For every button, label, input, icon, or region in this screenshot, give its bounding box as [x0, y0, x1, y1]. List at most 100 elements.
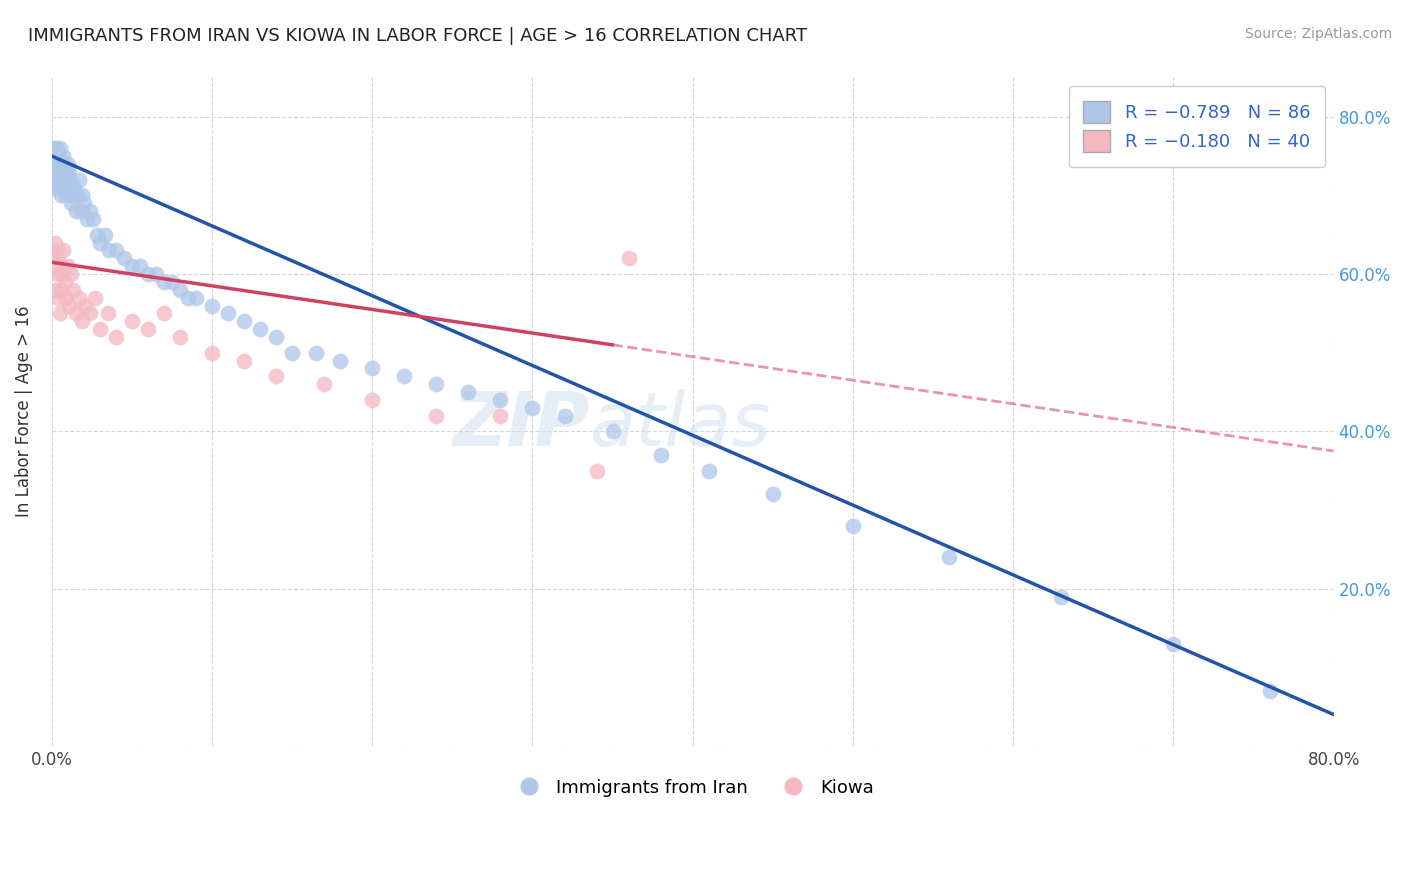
Point: [145, 267, 167, 281]
Point: [84, 291, 107, 305]
Point: [52, 180, 75, 194]
Point: [62, 188, 84, 202]
Point: [70, 314, 93, 328]
Point: [51, 188, 73, 202]
Point: [42, 141, 65, 155]
Point: [46, 291, 69, 305]
Point: [217, 306, 239, 320]
Point: [361, 392, 384, 407]
Point: [89, 235, 111, 250]
Point: [314, 377, 336, 392]
Point: [112, 252, 135, 266]
Point: [42, 252, 65, 266]
Point: [65, 204, 87, 219]
Point: [201, 299, 224, 313]
Point: [602, 425, 624, 439]
Point: [51, 283, 73, 297]
Point: [184, 291, 207, 305]
Point: [58, 165, 80, 179]
Point: [938, 550, 960, 565]
Point: [1258, 684, 1281, 698]
Point: [73, 196, 96, 211]
Point: [56, 259, 79, 273]
Point: [89, 322, 111, 336]
Point: [53, 157, 76, 171]
Point: [45, 267, 67, 281]
Point: [49, 141, 72, 155]
Text: ZIP: ZIP: [453, 389, 591, 461]
Point: [281, 345, 304, 359]
Point: [44, 180, 66, 194]
Point: [51, 172, 73, 186]
Point: [361, 361, 384, 376]
Point: [79, 306, 101, 320]
Point: [121, 259, 143, 273]
Point: [160, 275, 183, 289]
Point: [44, 149, 66, 163]
Point: [44, 235, 66, 250]
Point: [44, 165, 66, 179]
Point: [121, 314, 143, 328]
Point: [52, 244, 75, 258]
Point: [128, 259, 150, 273]
Point: [46, 172, 69, 186]
Text: Source: ZipAtlas.com: Source: ZipAtlas.com: [1244, 27, 1392, 41]
Point: [762, 487, 785, 501]
Point: [842, 518, 865, 533]
Point: [617, 252, 640, 266]
Point: [55, 291, 77, 305]
Point: [45, 172, 67, 186]
Point: [58, 188, 80, 202]
Point: [1163, 637, 1185, 651]
Point: [425, 409, 447, 423]
Point: [46, 149, 69, 163]
Point: [52, 165, 75, 179]
Point: [63, 180, 86, 194]
Point: [457, 385, 479, 400]
Point: [59, 267, 82, 281]
Point: [169, 283, 191, 297]
Point: [67, 291, 90, 305]
Point: [86, 227, 108, 242]
Point: [136, 322, 159, 336]
Text: IMMIGRANTS FROM IRAN VS KIOWA IN LABOR FORCE | AGE > 16 CORRELATION CHART: IMMIGRANTS FROM IRAN VS KIOWA IN LABOR F…: [28, 27, 807, 45]
Point: [45, 141, 67, 155]
Point: [67, 172, 90, 186]
Point: [585, 464, 607, 478]
Point: [153, 275, 176, 289]
Point: [104, 330, 127, 344]
Point: [66, 188, 89, 202]
Point: [46, 252, 69, 266]
Point: [46, 165, 69, 179]
Point: [201, 345, 224, 359]
Point: [169, 330, 191, 344]
Point: [233, 353, 256, 368]
Point: [49, 165, 72, 179]
Point: [249, 322, 271, 336]
Point: [49, 306, 72, 320]
Point: [553, 409, 575, 423]
Point: [69, 204, 91, 219]
Point: [45, 157, 67, 171]
Point: [264, 369, 287, 384]
Point: [53, 172, 76, 186]
Point: [45, 244, 67, 258]
Point: [650, 448, 672, 462]
Point: [44, 283, 66, 297]
Point: [56, 172, 79, 186]
Point: [394, 369, 416, 384]
Point: [98, 244, 121, 258]
Point: [264, 330, 287, 344]
Point: [45, 165, 67, 179]
Point: [93, 227, 115, 242]
Point: [52, 149, 75, 163]
Point: [49, 157, 72, 171]
Point: [51, 157, 73, 171]
Point: [51, 267, 73, 281]
Point: [305, 345, 328, 359]
Point: [53, 188, 76, 202]
Point: [70, 188, 93, 202]
Legend: Immigrants from Iran, Kiowa: Immigrants from Iran, Kiowa: [503, 772, 882, 804]
Point: [44, 157, 66, 171]
Point: [59, 172, 82, 186]
